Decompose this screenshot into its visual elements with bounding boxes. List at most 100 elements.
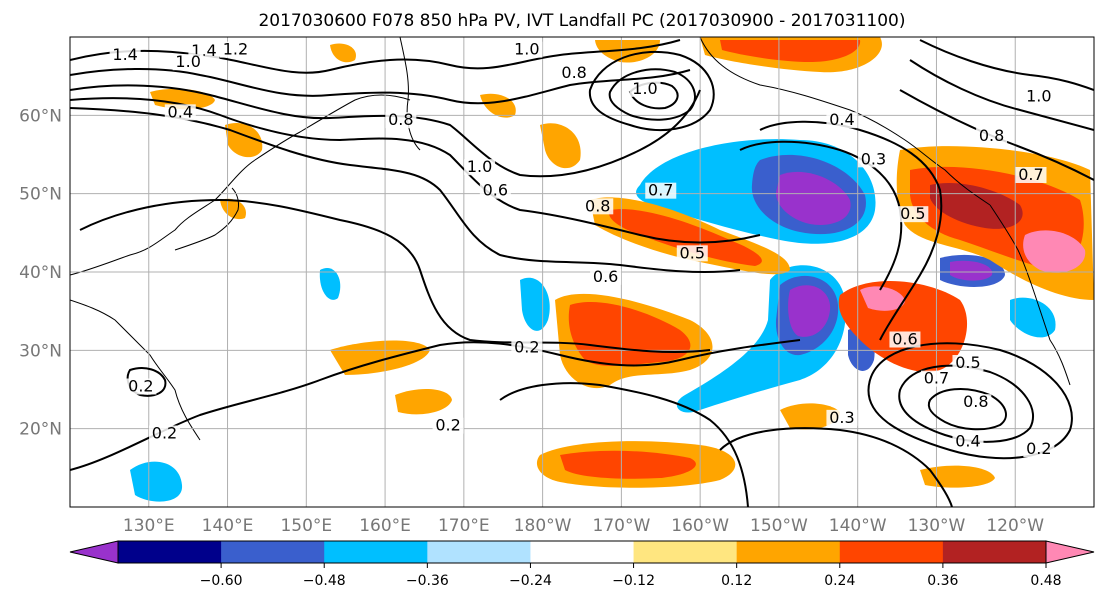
coastlines [70, 37, 1071, 441]
contour-ne-2 [909, 59, 1094, 131]
contour-east-low-2 [898, 364, 1035, 443]
contour-label-bg-3 [172, 54, 204, 71]
colorbar-swatch-5 [633, 541, 738, 563]
colorbar-swatch-0 [118, 541, 222, 563]
contour-3 [70, 84, 701, 178]
contour-label-26: 0.7 [924, 369, 949, 388]
contour-6 [79, 198, 711, 354]
lon-label-1: 140°E [202, 516, 254, 536]
contour-label-19: 0.5 [680, 243, 705, 262]
positive-anomaly-subtropical-inner [560, 450, 696, 479]
contour-label-bg-9 [558, 65, 590, 82]
positive-anomaly-ts7 [220, 198, 246, 220]
map-area: 1.4 1.4 1.21.00.4 0.81.00.61.00.81.00.40.30… [70, 37, 1094, 507]
positive-anomaly-pink-2 [860, 286, 905, 311]
lon-label-6: 170°W [593, 516, 651, 536]
positive-anomaly-west-asia [150, 88, 215, 110]
lon-label-0: 130°E [123, 516, 175, 536]
coast-alaska [699, 37, 991, 206]
negative-anomaly-west-3 [319, 268, 341, 300]
contour-label-bg-19 [676, 245, 708, 262]
contour-label-bg-11 [826, 112, 858, 129]
colorbar-label-3: −0.24 [509, 573, 552, 589]
contour-label-22: 0.2 [128, 377, 153, 396]
colorbar-swatch-7 [839, 541, 944, 563]
colorbar-label-7: 0.36 [927, 573, 958, 589]
contour-gulf-low-1 [588, 50, 715, 131]
contour-label-bg-26 [920, 370, 952, 387]
positive-anomaly-pink [1023, 230, 1086, 273]
contour-se-1 [719, 427, 953, 507]
colorbar-label-4: −0.12 [612, 573, 655, 589]
positive-anomaly-ts5 [330, 43, 356, 63]
contour-se-2 [499, 382, 749, 507]
contour-label-28: 0.8 [963, 392, 988, 411]
contour-label-bg-15 [1023, 88, 1055, 105]
contour-ne-3 [899, 89, 1094, 181]
colorbar-label-0: −0.60 [200, 573, 243, 589]
contour-label-20: 0.6 [593, 267, 618, 286]
lat-label-1: 50°N [19, 185, 62, 205]
contour-gulf-low-2 [608, 68, 696, 121]
map-title: 2017030600 F078 850 hPa PV, IVT Landfall… [258, 11, 905, 31]
colorbar-swatch-6 [736, 541, 841, 563]
contour-label-bg-22 [125, 378, 157, 395]
contour-label-bg-27 [952, 355, 984, 371]
lon-label-8: 150°W [750, 516, 808, 536]
contour-label-13: 0.5 [900, 204, 925, 223]
contour-label-bg-5 [385, 112, 417, 129]
contour-label-11: 0.4 [829, 110, 854, 129]
positive-anomaly-north-inner [720, 40, 861, 62]
contour-label-10: 1.0 [632, 79, 657, 98]
contour-label-bg-25 [889, 331, 921, 348]
colorbar-swatch-4 [530, 541, 635, 563]
colorbar-frame [117, 540, 1047, 564]
contour-label-bg-8 [511, 41, 543, 58]
contour-label-3: 1.0 [175, 52, 200, 71]
contour-label-bg-12 [857, 151, 889, 168]
negative-anomaly-central-core [788, 285, 831, 337]
contour-label-bg-13 [897, 206, 929, 223]
contour-1 [70, 39, 681, 74]
contour-ne-1 [919, 39, 1094, 91]
lat-label-3: 30°N [19, 341, 62, 361]
contour-east-low-3 [927, 388, 1007, 431]
contour-label-bg-30 [952, 433, 984, 450]
latitude-labels: 60°N 50°N 40°N 30°N 20°N [19, 106, 62, 439]
coast-asia-south [70, 299, 201, 441]
lon-label-10: 130°W [908, 516, 966, 536]
contour-label-12: 0.3 [861, 149, 886, 168]
lon-label-9: 140°W [829, 516, 887, 536]
coast-kamchatka [399, 37, 421, 151]
gridlines [70, 37, 1094, 507]
contour-label-bg-14 [976, 127, 1008, 144]
colorbar: −0.60 −0.48 −0.36 −0.24 −0.12 0.12 0.24 0.36 0.4… [69, 540, 1095, 589]
contour-label-31: 0.2 [1026, 439, 1051, 458]
contour-label-0: 1.4 [112, 45, 137, 64]
contour-labels: 1.4 1.4 1.21.00.4 0.81.00.61.00.81.00.40.30… [109, 40, 1055, 458]
contour-east-low-1 [867, 342, 1073, 460]
map-border [69, 36, 1095, 508]
contour-label-17: 0.7 [648, 181, 673, 200]
contour-label-bg-2 [219, 41, 251, 58]
colorbar-label-8: 0.48 [1030, 573, 1061, 589]
contour-label-bg-24 [432, 417, 464, 434]
negative-anomaly-pnw-core [950, 260, 993, 281]
colorbar-swatch-1 [221, 541, 325, 563]
contour-label-16: 0.7 [1018, 165, 1043, 184]
colorbar-extend-max [1045, 540, 1095, 564]
contour-label-5: 0.8 [388, 110, 413, 129]
contour-label-21: 0.2 [514, 337, 539, 356]
lon-label-7: 160°W [671, 516, 729, 536]
contour-label-23: 0.2 [152, 424, 177, 443]
contour-5 [70, 107, 741, 274]
contour-label-18: 0.8 [585, 196, 610, 215]
contour-2 [70, 68, 691, 105]
colorbar-swatch-2 [324, 541, 428, 563]
contour-label-2: 1.2 [223, 40, 248, 59]
lon-label-2: 150°E [280, 516, 332, 536]
contour-label-7: 0.6 [483, 181, 508, 200]
contour-label-bg-23 [149, 425, 181, 442]
contour-label-4: 0.4 [168, 102, 193, 121]
